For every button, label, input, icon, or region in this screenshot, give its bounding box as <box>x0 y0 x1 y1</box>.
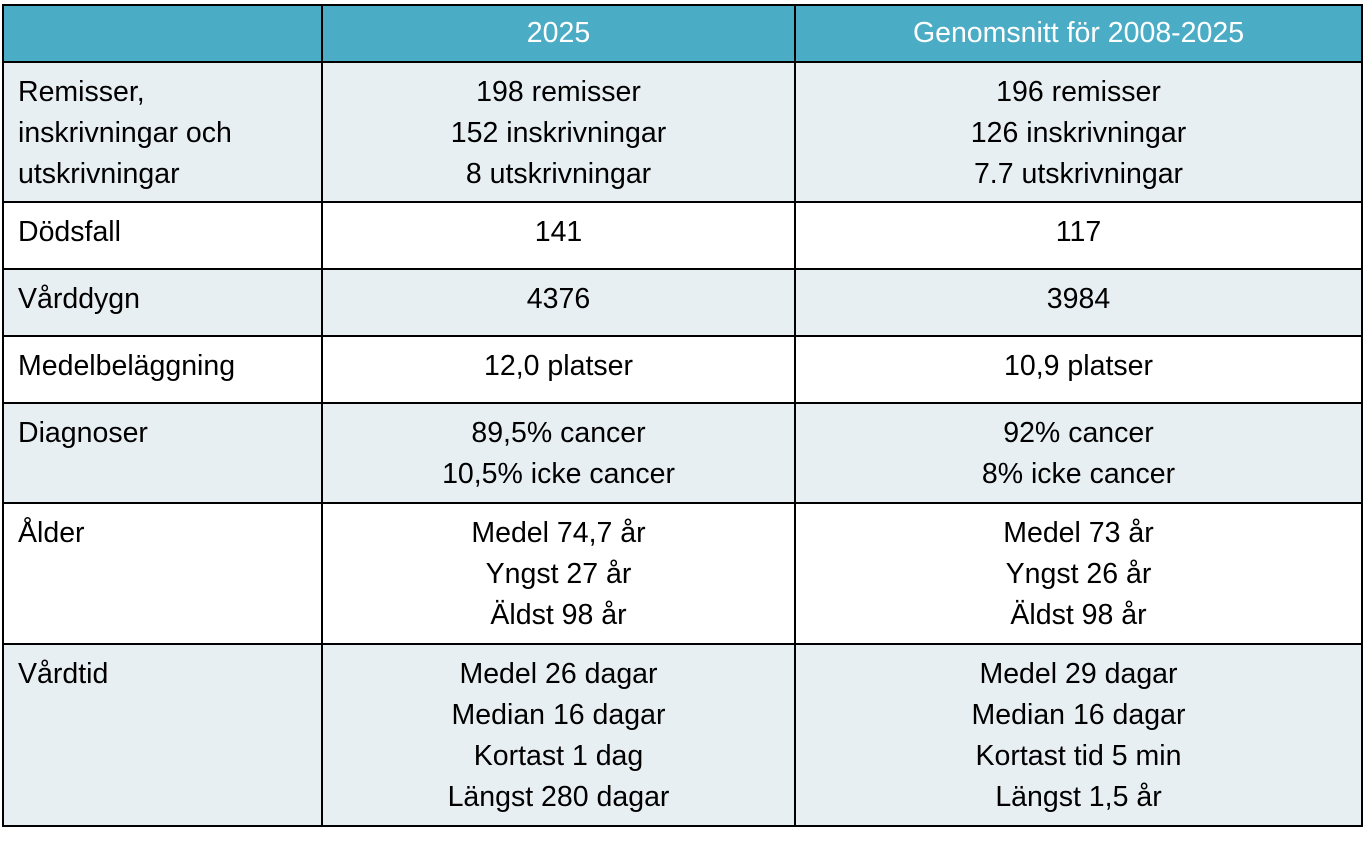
cell-2025: 141 <box>321 201 796 270</box>
table-row-alder: Ålder Medel 74,7 år Yngst 27 år Äldst 98… <box>2 502 1363 645</box>
cell-line: Median 16 dagar <box>971 699 1186 731</box>
cell-average: Medel 73 år Yngst 26 år Äldst 98 år <box>794 502 1363 645</box>
row-label: Medelbeläggning <box>2 335 323 404</box>
cell-line: Yngst 26 år <box>1005 558 1152 590</box>
row-label-line: inskrivningar och <box>18 117 232 149</box>
row-label-line: utskrivningar <box>18 158 180 190</box>
cell-average: 3984 <box>794 268 1363 337</box>
row-label: Remisser, inskrivningar och utskrivninga… <box>2 61 323 203</box>
cell-line: 117 <box>1055 216 1102 248</box>
row-label-line: Dödsfall <box>18 216 121 248</box>
cell-line: Medel 29 dagar <box>979 658 1178 690</box>
cell-line: Medel 26 dagar <box>459 658 658 690</box>
row-label-line: Diagnoser <box>18 417 148 449</box>
cell-average: 92% cancer 8% icke cancer <box>794 402 1363 504</box>
table-row-medelbelaggning: Medelbeläggning 12,0 platser 10,9 platse… <box>2 335 1363 404</box>
cell-2025: Medel 26 dagar Median 16 dagar Kortast 1… <box>321 643 796 827</box>
cell-2025: Medel 74,7 år Yngst 27 år Äldst 98 år <box>321 502 796 645</box>
cell-line: 10,9 platser <box>1004 350 1153 382</box>
cell-line: 7.7 utskrivningar <box>973 158 1184 190</box>
row-label: Diagnoser <box>2 402 323 504</box>
table-row-dodsfall: Dödsfall 141 117 <box>2 201 1363 270</box>
row-label-line: Ålder <box>18 517 85 549</box>
table-row-vardtid: Vårdtid Medel 26 dagar Median 16 dagar K… <box>2 643 1363 827</box>
cell-average: 196 remisser 126 inskrivningar 7.7 utskr… <box>794 61 1363 203</box>
cell-line: Medel 73 år <box>1003 517 1154 549</box>
row-label: Ålder <box>2 502 323 645</box>
cell-2025: 12,0 platser <box>321 335 796 404</box>
row-label: Vårdtid <box>2 643 323 827</box>
cell-line: Kortast tid 5 min <box>975 740 1182 772</box>
row-label-line: Vårddygn <box>18 283 141 315</box>
cell-line: Äldst 98 år <box>490 599 627 631</box>
cell-line: Yngst 27 år <box>485 558 632 590</box>
cell-line: 198 remisser <box>476 76 641 108</box>
table-row-remisser: Remisser, inskrivningar och utskrivninga… <box>2 61 1363 203</box>
cell-line: 196 remisser <box>996 76 1161 108</box>
cell-line: Medel 74,7 år <box>471 517 646 549</box>
header-cell-2025: 2025 <box>321 4 796 63</box>
statistics-table: 2025 Genomsnitt för 2008-2025 Remisser, … <box>2 4 1363 827</box>
cell-line: 8% icke cancer <box>981 458 1176 490</box>
cell-average: 10,9 platser <box>794 335 1363 404</box>
cell-average: 117 <box>794 201 1363 270</box>
cell-line: Median 16 dagar <box>451 699 666 731</box>
cell-2025: 198 remisser 152 inskrivningar 8 utskriv… <box>321 61 796 203</box>
table-row-varddygn: Vårddygn 4376 3984 <box>2 268 1363 337</box>
header-cell-label <box>2 4 323 63</box>
cell-2025: 4376 <box>321 268 796 337</box>
row-label-line: Medelbeläggning <box>18 350 236 382</box>
cell-average: Medel 29 dagar Median 16 dagar Kortast t… <box>794 643 1363 827</box>
row-label-line: Vårdtid <box>18 658 109 690</box>
cell-2025: 89,5% cancer 10,5% icke cancer <box>321 402 796 504</box>
header-row: 2025 Genomsnitt för 2008-2025 <box>2 4 1363 63</box>
cell-line: Kortast 1 dag <box>473 740 644 772</box>
cell-line: 126 inskrivningar <box>970 117 1187 149</box>
cell-line: 92% cancer <box>1003 417 1154 449</box>
cell-line: Äldst 98 år <box>1010 599 1147 631</box>
header-cell-average: Genomsnitt för 2008-2025 <box>794 4 1363 63</box>
cell-line: Längst 1,5 år <box>995 781 1162 813</box>
cell-line: Längst 280 dagar <box>447 781 670 813</box>
cell-line: 152 inskrivningar <box>450 117 667 149</box>
row-label: Vårddygn <box>2 268 323 337</box>
cell-line: 141 <box>534 216 583 248</box>
row-label-line: Remisser, <box>18 76 145 108</box>
cell-line: 10,5% icke cancer <box>442 458 675 490</box>
cell-line: 4376 <box>526 283 591 315</box>
cell-line: 89,5% cancer <box>471 417 646 449</box>
cell-line: 3984 <box>1046 283 1111 315</box>
row-label: Dödsfall <box>2 201 323 270</box>
cell-line: 8 utskrivningar <box>465 158 652 190</box>
cell-line: 12,0 platser <box>484 350 633 382</box>
table-row-diagnoser: Diagnoser 89,5% cancer 10,5% icke cancer… <box>2 402 1363 504</box>
